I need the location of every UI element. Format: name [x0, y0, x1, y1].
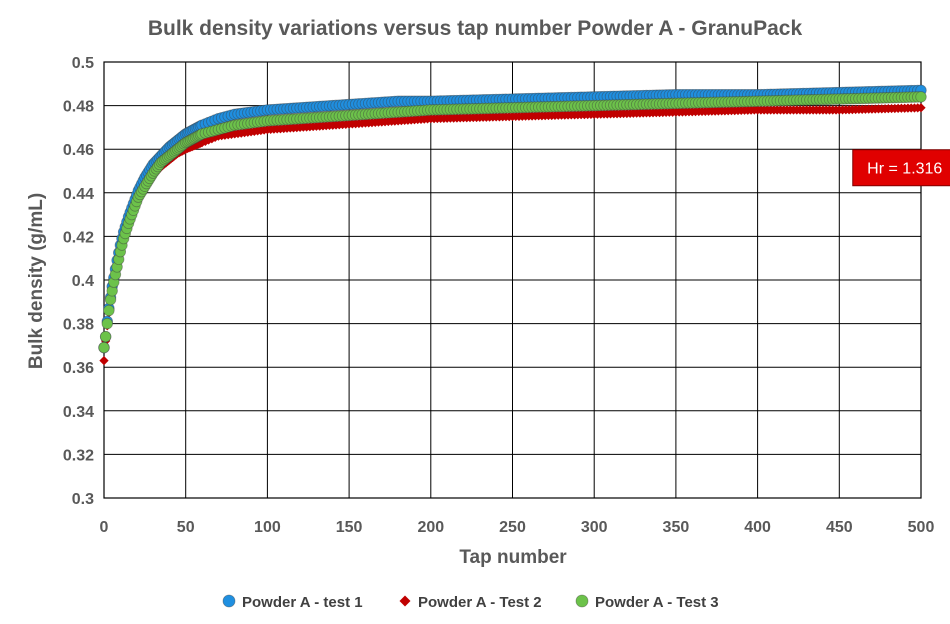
- x-tick-label: 100: [254, 519, 281, 536]
- y-tick-label: 0.32: [63, 447, 94, 464]
- series-3-point: [103, 304, 115, 317]
- series-3-point: [915, 91, 927, 103]
- x-tick-label: 350: [663, 519, 690, 536]
- x-tick-label: 50: [177, 519, 195, 536]
- series-2-point: [916, 103, 926, 113]
- series-3-point: [99, 330, 112, 343]
- series-2: [99, 103, 926, 366]
- legend-label: Powder A - test 1: [242, 594, 363, 611]
- x-tick-label: 150: [336, 519, 363, 536]
- plot-area: [103, 61, 922, 499]
- y-tick-label: 0.46: [63, 142, 94, 159]
- chart-title: Bulk density variations versus tap numbe…: [148, 17, 803, 40]
- y-tick-label: 0.48: [63, 99, 94, 116]
- x-tick-label: 200: [417, 519, 444, 536]
- y-tick-label: 0.36: [63, 360, 94, 377]
- legend-label: Powder A - Test 2: [418, 594, 542, 611]
- legend-item-1: Powder A - test 1: [222, 594, 363, 611]
- hr-annotation: Hr = 1.316: [852, 149, 950, 187]
- y-tick-label: 0.38: [63, 317, 94, 334]
- legend-label: Powder A - Test 3: [595, 594, 719, 611]
- y-tick-label: 0.44: [63, 186, 94, 203]
- y-axis-title: Bulk density (g/mL): [26, 193, 47, 369]
- x-tick-label: 300: [581, 519, 608, 536]
- series-2-point: [99, 356, 109, 366]
- hr-annotation-box: [852, 149, 950, 187]
- series-3-point: [101, 317, 113, 330]
- legend-item-2: Powder A - Test 2: [399, 594, 542, 611]
- x-tick-label: 0: [100, 519, 109, 536]
- x-axis: 0 50 100 150 200 250 300 350 400 450 500: [100, 519, 935, 536]
- legend: Powder A - test 1 Powder A - Test 2 Powder…: [222, 594, 719, 611]
- y-tick-label: 0.5: [72, 55, 94, 72]
- y-tick-label: 0.3: [72, 491, 94, 508]
- x-axis-title: Tap number: [459, 547, 567, 568]
- legend-marker: [575, 594, 589, 608]
- hr-annotation-text: Hr = 1.316: [867, 161, 942, 178]
- series-3: [98, 91, 927, 354]
- y-tick-label: 0.42: [63, 229, 94, 246]
- x-tick-label: 450: [826, 519, 853, 536]
- series-layer: [98, 84, 927, 366]
- legend-marker: [222, 594, 236, 608]
- legend-marker: [399, 595, 411, 607]
- legend-item-3: Powder A - Test 3: [575, 594, 719, 611]
- x-tick-label: 400: [744, 519, 771, 536]
- x-tick-label: 500: [908, 519, 935, 536]
- y-axis: 0.3 0.32 0.34 0.36 0.38 0.4 0.42 0.44 0.46 0.48 0.…: [63, 55, 94, 508]
- series-3-point: [98, 341, 110, 354]
- y-tick-label: 0.34: [63, 404, 94, 421]
- x-tick-label: 250: [499, 519, 526, 536]
- y-tick-label: 0.4: [72, 273, 94, 290]
